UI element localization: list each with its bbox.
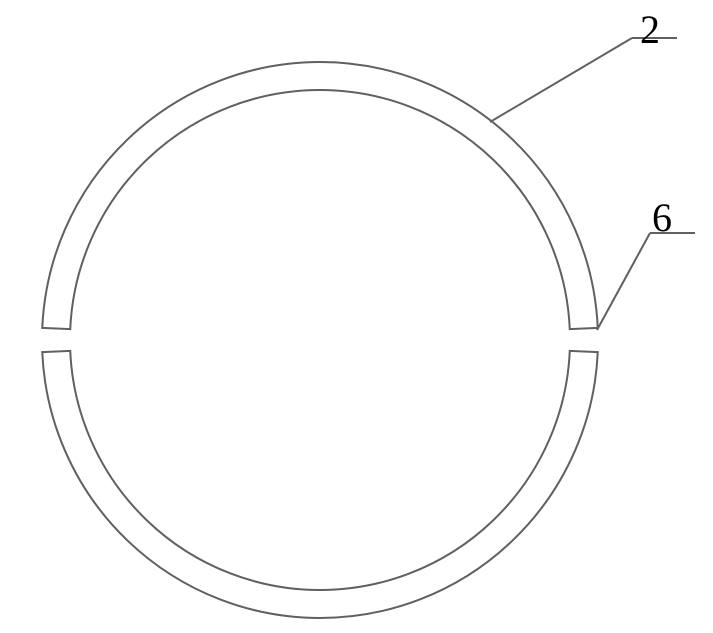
callout-label: 6 (652, 194, 672, 241)
leader-line (490, 38, 632, 122)
callout-label: 2 (640, 6, 660, 53)
ring-upper-half (42, 62, 597, 329)
split-ring-diagram (0, 0, 713, 633)
leader-line (597, 233, 650, 330)
ring-lower-half (42, 351, 597, 618)
